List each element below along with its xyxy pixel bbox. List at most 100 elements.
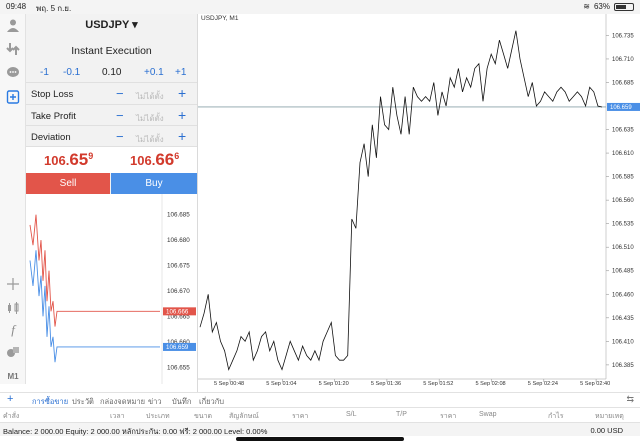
deviation-row: Deviation − ไม่ได้ตั้ง + [26,125,197,147]
y-tick-label: 106.635 [612,128,634,134]
volume-stepper: -1 -0.1 0.10 +0.1 +1 [26,67,197,81]
col-swap: Swap [479,411,497,418]
stop-loss-row: Stop Loss − ไม่ได้ตั้ง + [26,82,197,104]
x-tick-label: 5 Sep 01:52 [423,381,453,387]
y-tick-label: 106.535 [612,222,634,228]
y-tick-label: 106.735 [612,33,634,39]
bid-price-marker [163,342,196,351]
price-chart[interactable]: USDJPY, M1 106.735 106.710 106.685 106.635 1… [197,14,640,392]
stop-loss-value[interactable]: ไม่ได้ตั้ง [136,92,164,101]
take-profit-plus-button[interactable]: + [178,107,187,123]
buy-price-point: 6 [174,150,180,161]
status-date: พฤ. 5 ก.ย. [36,4,72,13]
volume-plus-0-1[interactable]: +0.1 [144,67,164,78]
x-tick-label: 5 Sep 02:24 [528,381,558,387]
buy-price-big: 106. [130,153,156,168]
x-tick-label: 5 Sep 01:04 [266,381,296,387]
quotes-row: 106.659 106.666 [26,146,197,173]
sell-price: 106.659 [44,150,93,170]
battery-fill [616,4,627,9]
tab-trade[interactable]: การซื้อขาย [32,397,69,406]
buy-price: 106.666 [130,150,179,170]
bid-series-line [29,250,160,363]
mini-tick-label: 106.675 [167,263,190,270]
objects-icon[interactable] [5,344,21,360]
indicators-icon[interactable]: f [11,322,15,337]
col-profit: กำไร [548,413,564,420]
col-sl: S/L [346,411,357,418]
positions-header: คำสั่ง เวลา ประเภท ขนาด สัญลักษณ์ ราคา S… [0,407,640,421]
deviation-minus-button[interactable]: − [116,129,124,144]
trade-arrows-icon[interactable] [5,41,21,57]
y-tick-label: 106.560 [612,198,634,204]
take-profit-row: Take Profit − ไม่ได้ตั้ง + [26,104,197,126]
ask-price-marker [163,307,196,316]
chat-icon[interactable] [5,65,21,81]
new-order-icon[interactable] [5,89,21,105]
deviation-value[interactable]: ไม่ได้ตั้ง [136,135,164,144]
volume-value[interactable]: 0.10 [102,67,122,78]
col-volume: ขนาด [194,413,213,420]
symbol-selector[interactable]: USDJPY ▾ [26,18,197,31]
y-tick-label: 106.385 [612,363,634,369]
volume-plus-1[interactable]: +1 [175,67,187,78]
y-tick-label: 106.460 [612,292,634,298]
buy-button[interactable]: Buy [111,173,197,194]
wifi-icon: ≋ [583,2,590,11]
deviation-label: Deviation [31,132,71,143]
tab-news[interactable]: ข่าว [148,397,162,406]
x-tick-label: 5 Sep 01:36 [371,381,401,387]
sell-price-pips: 65 [69,150,89,169]
buy-price-pips: 66 [155,150,175,169]
timeframe-icon[interactable]: M1 [7,371,19,381]
tab-journal[interactable]: บันทึก [172,397,192,406]
chart-type-icon[interactable] [5,300,21,316]
col-order: คำสั่ง [3,413,20,420]
sell-price-point: 9 [88,150,94,161]
home-indicator [236,437,404,441]
tab-mailbox[interactable]: กล่องจดหมาย [100,397,146,406]
order-panel: USDJPY ▾ Instant Execution -1 -0.1 0.10 … [26,14,197,194]
ask-series-line [29,214,160,327]
chevron-down-icon: ▾ [132,19,138,31]
status-time: 09:48 [6,2,27,11]
y-tick-label: 106.685 [612,80,634,86]
sell-button[interactable]: Sell [26,173,110,194]
left-toolbar: f M1 [0,14,26,384]
stop-loss-minus-button[interactable]: − [116,86,124,101]
take-profit-minus-button[interactable]: − [116,108,124,123]
y-tick-label: 106.485 [612,269,634,275]
crosshair-icon[interactable] [5,276,21,292]
x-tick-label: 5 Sep 02:08 [476,381,506,387]
chart-title: USDJPY, M1 [201,15,239,22]
balance-bar: Balance: 2 000.00 Equity: 2 000.00 หลักป… [0,422,640,436]
tab-history[interactable]: ประวัติ [72,397,94,406]
status-bar: 09:48 พฤ. 5 ก.ย. ≋ 63% [0,0,640,14]
tab-about[interactable]: เกี่ยวกับ [199,397,225,406]
y-tick-label: 106.710 [612,57,634,63]
volume-minus-0-1[interactable]: -0.1 [63,67,81,78]
tick-chart-svg: 106.685106.680106.675106.670106.665106.6… [29,194,196,384]
status-battery-text: 63% [593,2,610,11]
price-series-line [199,30,603,371]
stop-loss-plus-button[interactable]: + [178,85,187,101]
take-profit-label: Take Profit [31,111,76,122]
tick-chart: 106.685 106.680 106.675 106.670 106.665 106.6… [26,194,197,384]
add-icon[interactable]: + [7,393,14,405]
panel-toggle-icon[interactable]: ⇆ [626,394,634,404]
mini-tick-label: 106.660 [167,339,190,346]
y-tick-label: 106.410 [612,339,634,345]
status-right: ≋ 63% [583,2,634,11]
current-price-label: 106.659 [610,105,632,111]
take-profit-value[interactable]: ไม่ได้ตั้ง [136,114,164,123]
account-icon[interactable] [5,17,21,33]
col-price-current: ราคา [440,413,457,420]
ask-price-label: 106.666 [166,309,189,316]
execution-type[interactable]: Instant Execution [71,45,152,57]
col-symbol: สัญลักษณ์ [229,413,259,420]
y-tick-label: 106.610 [612,151,634,157]
deviation-plus-button[interactable]: + [178,128,187,144]
col-type: ประเภท [146,413,170,420]
volume-minus-1[interactable]: -1 [40,67,49,78]
mini-tick-label: 106.655 [167,364,190,371]
